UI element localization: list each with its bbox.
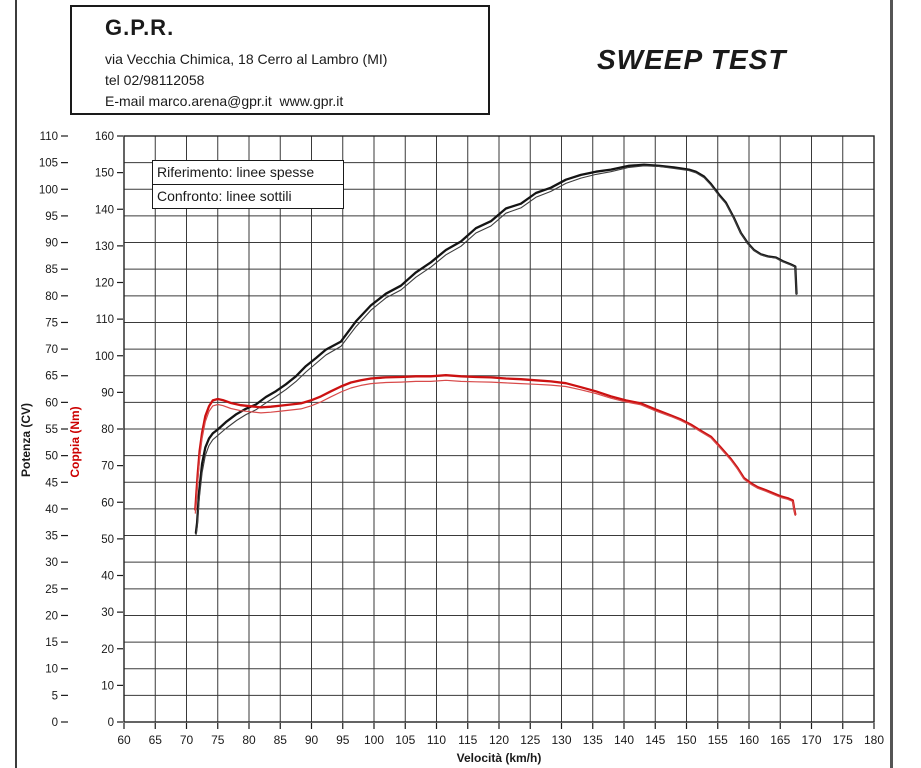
series-coppia-riferimento: [194, 374, 797, 516]
x-tick-label: 75: [211, 733, 225, 747]
x-tick-label: 165: [770, 733, 790, 747]
torque-tick-label: 0: [108, 717, 114, 729]
torque-tick-label: 20: [101, 644, 114, 656]
power-tick-label: 85: [45, 264, 58, 276]
power-tick-label: 75: [45, 317, 58, 329]
chart-legend: Riferimento: linee spesse Confronto: lin…: [152, 160, 344, 209]
x-tick-label: 80: [242, 733, 256, 747]
power-tick-label: 105: [39, 158, 58, 170]
plot-frame: [123, 135, 875, 723]
torque-tick-label: 130: [95, 241, 114, 253]
power-tick-label: 70: [45, 344, 58, 356]
power-tick-label: 10: [45, 664, 58, 676]
legend-reference-label: Riferimento: linee spesse: [153, 161, 343, 185]
power-tick-label: 15: [45, 637, 58, 649]
x-tick-label: 180: [864, 733, 884, 747]
torque-tick-label: 120: [95, 278, 114, 290]
power-tick-label: 30: [45, 557, 58, 569]
torque-tick-label: 30: [101, 607, 114, 619]
power-tick-label: 110: [40, 131, 58, 143]
x-tick-label: 120: [489, 733, 509, 747]
company-header-box: G.P.R. via Vecchia Chimica, 18 Cerro al …: [70, 5, 490, 115]
torque-tick-label: 70: [101, 461, 114, 473]
power-tick-label: 90: [45, 238, 58, 250]
power-tick-label: 60: [45, 397, 58, 409]
torque-axis: 0 10 20 30 40 50 60 70 80 90 100 110 120 130 140 150 160…: [68, 131, 123, 729]
company-name: G.P.R.: [105, 15, 175, 40]
torque-axis-title: Coppia (Nm): [68, 406, 82, 477]
torque-tick-label: 80: [101, 424, 114, 436]
power-tick-label: 25: [45, 584, 58, 596]
x-tick-label: 155: [708, 733, 728, 747]
x-axis-title: Velocità (km/h): [457, 751, 542, 765]
page-right-border: [890, 0, 893, 768]
page-title: SWEEP TEST: [597, 44, 787, 75]
power-tick-label: 5: [52, 690, 58, 702]
torque-tick-label: 140: [95, 204, 114, 216]
x-tick-label: 115: [458, 733, 477, 747]
power-tick-label: 50: [45, 451, 58, 463]
x-tick-label: 95: [336, 733, 350, 747]
x-tick-label: 85: [274, 733, 288, 747]
company-email: E-mail marco.arena@gpr.it www.gpr.it: [105, 93, 344, 109]
torque-tick-label: 10: [101, 680, 114, 692]
power-tick-label: 35: [45, 531, 58, 543]
series-potenza-confronto: [195, 165, 798, 537]
power-tick-label: 95: [45, 211, 58, 223]
x-tick-label: 140: [614, 733, 634, 747]
series-coppia-confronto: [194, 379, 796, 517]
x-tick-label: 145: [645, 733, 665, 747]
torque-tick-label: 50: [101, 534, 114, 546]
x-tick-label: 70: [180, 733, 194, 747]
page-left-border: [15, 0, 17, 768]
x-axis: 60 65 70 75 80 85 90 95 100 105 110 115 120 125 130 135…: [117, 723, 884, 765]
x-tick-label: 65: [149, 733, 163, 747]
power-tick-label: 55: [45, 424, 58, 436]
x-tick-label: 60: [117, 733, 131, 747]
x-tick-label: 175: [833, 733, 853, 747]
power-tick-label: 80: [45, 291, 58, 303]
torque-tick-label: 150: [95, 168, 114, 180]
power-tick-label: 45: [45, 477, 58, 489]
x-tick-label: 90: [305, 733, 319, 747]
grid: [123, 135, 875, 723]
company-address: via Vecchia Chimica, 18 Cerro al Lambro …: [105, 51, 388, 67]
torque-tick-label: 160: [95, 131, 114, 143]
torque-tick-label: 90: [101, 387, 114, 399]
x-tick-label: 160: [739, 733, 759, 747]
power-tick-label: 20: [45, 610, 58, 622]
power-axis: 0 5 10 15 20 25 30 35 40 45 50 55 60 65 70 75 80 85 90 95 10…: [19, 131, 68, 729]
power-axis-title: Potenza (CV): [19, 403, 33, 477]
legend-comparison-label: Confronto: linee sottili: [153, 185, 343, 208]
x-tick-label: 130: [551, 733, 571, 747]
power-tick-label: 65: [45, 371, 58, 383]
torque-tick-label: 40: [101, 571, 114, 583]
x-tick-label: 150: [676, 733, 696, 747]
x-tick-label: 170: [801, 733, 821, 747]
x-tick-label: 135: [583, 733, 603, 747]
company-phone: tel 02/98112058: [105, 72, 205, 88]
power-tick-label: 40: [45, 504, 58, 516]
torque-tick-label: 100: [95, 351, 114, 363]
torque-tick-label: 60: [101, 497, 114, 509]
x-tick-label: 110: [427, 733, 446, 747]
x-tick-label: 105: [395, 733, 415, 747]
x-tick-label: 125: [520, 733, 540, 747]
power-tick-label: 0: [52, 717, 58, 729]
x-tick-label: 100: [364, 733, 384, 747]
power-tick-label: 100: [39, 184, 58, 196]
torque-tick-label: 110: [96, 314, 114, 326]
